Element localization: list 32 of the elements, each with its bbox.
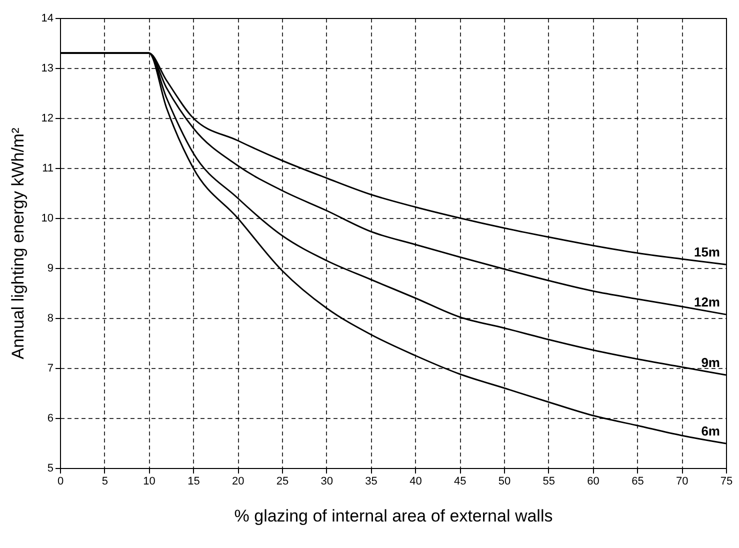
x-tick-label: 20 (232, 476, 244, 488)
x-tick-label: 25 (276, 476, 289, 488)
x-tick-label: 30 (320, 476, 334, 488)
x-tick-label: 40 (410, 476, 422, 488)
y-tick-label: 14 (41, 12, 54, 24)
series-label: 12m (694, 294, 720, 310)
y-tick-label: 12 (41, 112, 54, 124)
x-tick-label: 60 (587, 476, 600, 488)
y-tick-label: 5 (47, 462, 54, 474)
x-tick-label: 75 (720, 476, 733, 488)
x-axis-title: % glazing of internal area of external walls (234, 506, 553, 526)
x-tick-label: 5 (102, 476, 108, 488)
x-tick-label: 35 (365, 476, 378, 488)
x-tick-label: 55 (542, 476, 556, 488)
y-tick-label: 13 (41, 62, 54, 74)
x-tick-label: 70 (676, 476, 688, 488)
x-tick-label: 0 (57, 476, 64, 488)
x-tick-label: 45 (454, 476, 466, 488)
x-tick-label: 50 (498, 476, 511, 488)
x-tick-label: 15 (188, 476, 200, 488)
y-axis-title: Annual lighting energy kWh/m² (8, 127, 28, 360)
y-tick-label: 9 (47, 262, 54, 274)
series-label: 6m (701, 424, 720, 438)
x-tick-label: 65 (632, 476, 644, 488)
x-tick-label: 10 (143, 476, 156, 488)
y-tick-label: 6 (47, 412, 54, 424)
series-label: 9m (701, 355, 720, 370)
y-tick-label: 8 (47, 312, 54, 324)
series-label: 15m (694, 244, 720, 260)
y-tick-label: 7 (47, 362, 54, 374)
y-tick-label: 11 (42, 162, 54, 174)
y-tick-label: 10 (41, 212, 54, 224)
